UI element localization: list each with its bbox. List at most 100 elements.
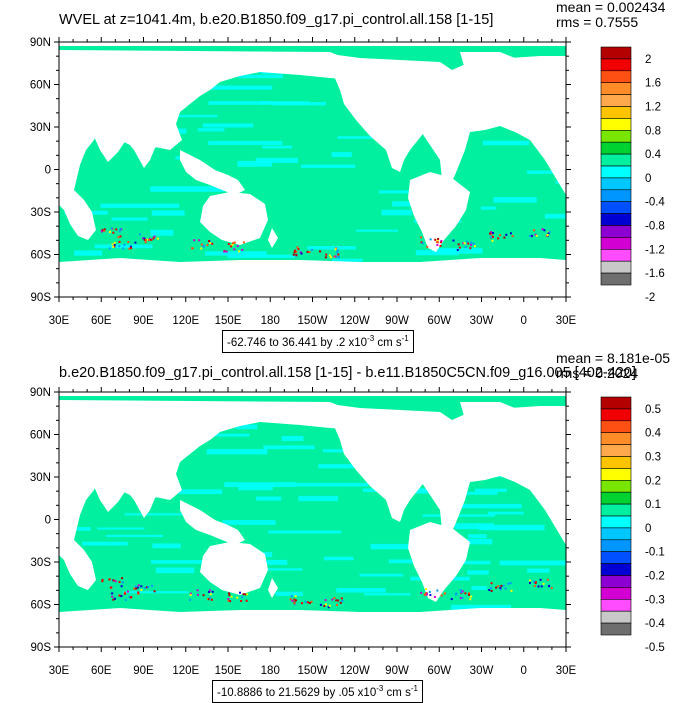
speckle-dot	[460, 591, 463, 594]
speckle-dot	[503, 236, 506, 239]
speckle-dot	[334, 248, 337, 251]
speckle-dot	[119, 235, 122, 238]
speckle-dot	[463, 242, 466, 245]
rms-stat: rms = 0.7555	[556, 14, 638, 30]
range-note-unit: cm s	[383, 686, 411, 699]
lat-label: 90S	[31, 642, 52, 654]
lon-label: 30E	[556, 315, 577, 327]
speckle-dot	[293, 249, 296, 252]
map-panel-top: WVEL at z=1041.4m, b.e20.B1850.f09_g17.p…	[0, 0, 700, 353]
speckle-dot	[143, 237, 146, 240]
speckle-dot	[148, 239, 151, 242]
lon-label: 30E	[49, 315, 70, 327]
speckle-dot	[495, 586, 498, 589]
speckle-dot	[461, 590, 464, 593]
lon-label: 120W	[340, 665, 370, 677]
speckle-dot	[202, 245, 205, 248]
speckle-dot	[206, 244, 209, 247]
ocean-band	[81, 541, 128, 546]
ocean-band	[124, 513, 198, 516]
lon-label: 120E	[172, 665, 199, 677]
speckle-dot	[241, 596, 244, 599]
speckle-dot	[434, 238, 437, 241]
ocean-band	[458, 538, 493, 545]
speckle-dot	[443, 592, 446, 595]
speckle-dot	[135, 587, 138, 590]
speckle-dot	[421, 242, 424, 245]
colorbar-label: 0.4	[645, 149, 662, 161]
panel-top-svg: WVEL at z=1041.4m, b.e20.B1850.f09_g17.p…	[30, 0, 666, 327]
speckle-dot	[533, 585, 536, 588]
speckle-dot	[539, 578, 542, 581]
speckle-dot	[436, 244, 439, 247]
speckle-dot	[546, 233, 549, 236]
speckle-dot	[246, 593, 249, 596]
ocean-band	[527, 568, 550, 573]
speckle-dot	[113, 243, 116, 246]
ocean-band	[208, 101, 272, 105]
lon-label: 90E	[133, 665, 154, 677]
speckle-dot	[310, 248, 313, 251]
speckle-dot	[140, 588, 143, 591]
ocean-band	[74, 250, 103, 256]
colorbar-swatch	[600, 420, 632, 434]
lon-label: 30E	[556, 665, 577, 677]
ocean-band	[322, 449, 363, 453]
speckle-dot	[189, 593, 192, 596]
speckle-dot	[300, 602, 303, 605]
speckle-dot	[142, 237, 145, 240]
speckle-dot	[236, 596, 239, 599]
speckle-dot	[425, 588, 428, 591]
range-note-text: -10.8886 to 21.5629 by .05 x10	[217, 686, 377, 699]
lat-label: 30S	[31, 557, 52, 569]
colorbar-label: 0	[645, 523, 651, 535]
speckle-dot	[489, 236, 492, 239]
speckle-dot	[230, 245, 233, 248]
lon-label: 90E	[133, 315, 154, 327]
speckle-dot	[550, 587, 553, 590]
ocean-band	[150, 114, 218, 118]
ocean-band	[237, 160, 273, 167]
colorbar-swatch	[600, 260, 632, 274]
speckle-dot	[227, 243, 230, 246]
colorbar-swatch	[600, 396, 632, 410]
colorbar-swatch	[600, 94, 632, 107]
ocean-band	[298, 495, 338, 502]
lon-label: 180	[261, 665, 280, 677]
speckle-dot	[459, 597, 462, 600]
speckle-dot	[490, 582, 493, 585]
speckle-dot	[435, 241, 438, 244]
speckle-dot	[306, 601, 309, 604]
speckle-dot	[328, 254, 331, 257]
speckle-dot	[299, 251, 302, 254]
speckle-dot	[531, 234, 534, 237]
range-note-unit: cm s	[374, 336, 402, 349]
lat-label: 90N	[30, 37, 51, 49]
speckle-dot	[113, 241, 116, 244]
ocean-band	[471, 586, 487, 590]
colorbar-swatch	[600, 165, 632, 179]
colorbar-swatch	[600, 575, 632, 588]
colorbar-label: -2	[645, 292, 655, 304]
speckle-dot	[470, 243, 473, 246]
speckle-dot	[470, 595, 473, 598]
ocean-band	[100, 203, 180, 208]
ocean-band	[150, 229, 174, 236]
speckle-dot	[436, 239, 439, 242]
speckle-dot	[134, 241, 137, 244]
ocean-band	[97, 527, 145, 530]
speckle-dot	[196, 589, 199, 592]
speckle-dot	[296, 246, 299, 249]
speckle-dot	[112, 231, 115, 234]
speckle-dot	[324, 256, 327, 259]
speckle-dot	[229, 600, 232, 603]
colorbar-label: 0.5	[645, 404, 661, 416]
lat-label: 90S	[31, 292, 52, 304]
ocean-band	[544, 213, 566, 219]
speckle-dot	[148, 237, 151, 240]
speckle-dot	[209, 596, 212, 599]
lon-label: 90W	[385, 315, 409, 327]
colorbar-swatch	[600, 177, 632, 191]
speckle-dot	[328, 604, 331, 607]
colorbar-swatch	[600, 432, 632, 445]
